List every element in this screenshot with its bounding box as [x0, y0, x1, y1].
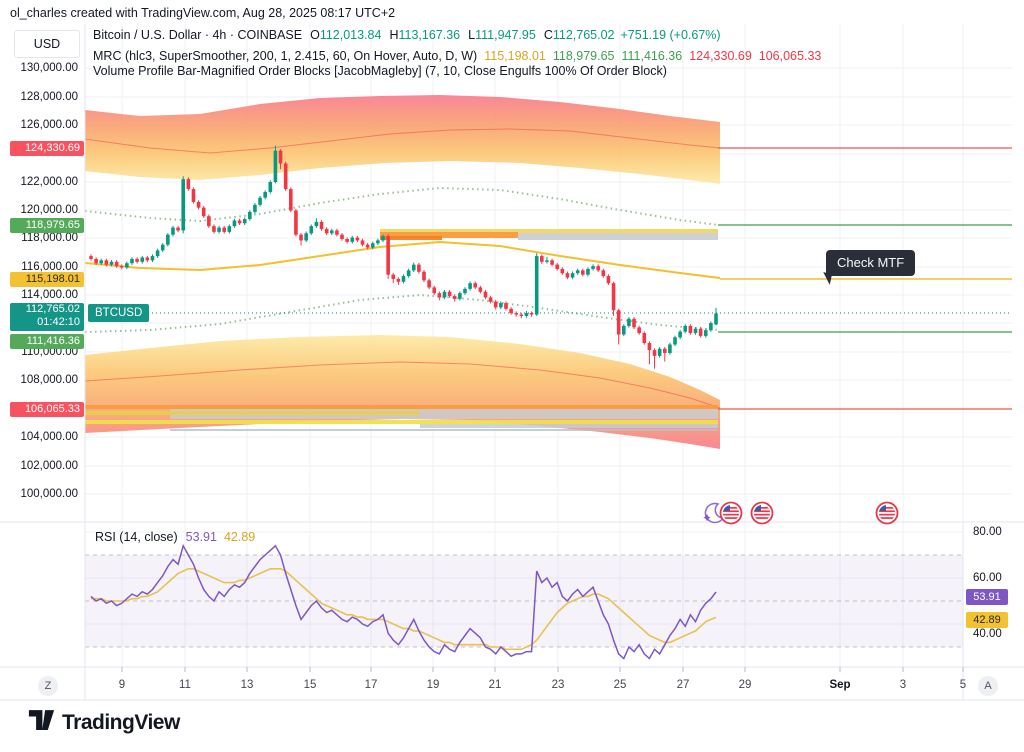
ohlc-high-value: 113,167.36: [398, 28, 461, 42]
mrc-value: 118,979.65: [552, 49, 615, 63]
check-mtf-tooltip: Check MTF: [826, 250, 916, 276]
time-tick-label: 29: [738, 679, 752, 691]
tradingview-logo-icon: [28, 708, 55, 738]
time-tick-label: 23: [551, 679, 565, 691]
ohlc-low-label: L: [468, 28, 476, 42]
time-tick-label: 15: [303, 679, 317, 691]
order-block: [420, 424, 718, 428]
candles: [89, 145, 718, 369]
ohlc-close-value: 112,765.02: [552, 28, 615, 42]
mrc-indicator-values: 115,198.01 118,979.65 111,416.36 124,330.69…: [477, 49, 821, 63]
time-tick-label: 5: [959, 679, 967, 691]
rsi-value-badge: 42.89: [966, 612, 1008, 628]
mrc-value: 115,198.01: [484, 49, 546, 63]
us-flag-event-icon[interactable]: [750, 501, 774, 525]
ohlc-low-value: 111,947.95: [475, 28, 536, 42]
ohlc-close-label: C: [543, 28, 553, 42]
order-block: [380, 229, 718, 233]
mrc-value: 111,416.36: [621, 49, 683, 63]
ohlc-open-label: O: [310, 28, 320, 42]
current-price-badge: 112,765.02 01:42:10: [10, 303, 84, 331]
timezone-button[interactable]: Z: [38, 676, 58, 696]
price-level-badge: 106,065.33: [10, 401, 84, 417]
rsi-ma-value: 42.89: [223, 530, 256, 544]
time-tick-label: 19: [426, 679, 440, 691]
volume-profile-indicator-title: Volume Profile Bar-Magnified Order Block…: [93, 64, 667, 78]
price-level-badge: 118,979.65: [10, 217, 84, 233]
moon-event-icon[interactable]: [702, 501, 726, 525]
price-tick-label: 114,000.00: [21, 289, 78, 301]
price-tick-label: 102,000.00: [20, 460, 78, 472]
order-block: [85, 411, 420, 415]
price-level-badge: 124,330.69: [10, 140, 84, 156]
order-block: [85, 420, 718, 424]
price-tick-label: 128,000.00: [20, 91, 78, 103]
symbol-description: Bitcoin / U.S. Dollar · 4h · COINBASE: [93, 28, 303, 42]
order-block: [170, 429, 718, 431]
order-block: [85, 405, 718, 409]
price-tick-label: 130,000.00: [20, 62, 78, 74]
credit-line: ol_charles created with TradingView.com,…: [10, 6, 396, 20]
ohlc-high-label: H: [389, 28, 399, 42]
mrc-value: 124,330.69: [689, 49, 752, 63]
time-tick-label: 21: [488, 679, 502, 691]
price-level-badge: 111,416.36: [10, 333, 84, 349]
legend-volume-profile-row[interactable]: Volume Profile Bar-Magnified Order Block…: [93, 64, 821, 79]
time-tick-label: 25: [613, 679, 627, 691]
price-tick-label: 116,000.00: [21, 261, 78, 273]
price-tick-label: 126,000.00: [20, 119, 78, 131]
time-tick-label: 3: [899, 679, 907, 691]
rsi-tick-label: 40.00: [973, 628, 1002, 640]
price-tick-label: 110,000.00: [21, 346, 78, 358]
price-tick-label: 108,000.00: [20, 374, 78, 386]
tradingview-logo[interactable]: TradingView: [28, 708, 180, 738]
tradingview-logo-text: TradingView: [62, 711, 180, 734]
time-tick-label: 9: [118, 679, 126, 691]
time-tick-label: 11: [179, 679, 191, 691]
legend-mrc-row[interactable]: MRC (hlc3, SuperSmoother, 200, 1, 2.415,…: [93, 49, 821, 64]
rsi-value-badge: 53.91: [966, 589, 1008, 605]
order-block: [170, 409, 718, 419]
us-flag-event-icon[interactable]: [875, 501, 899, 525]
order-block: [518, 233, 718, 240]
chart-legend: Bitcoin / U.S. Dollar · 4h · COINBASE O11…: [93, 28, 821, 85]
order-block: [380, 236, 442, 240]
symbol-price-label-badge: BTCUSD: [88, 304, 150, 322]
rsi-main-value: 53.91: [185, 530, 217, 544]
ohlc-open-value: 112,013.84: [319, 28, 382, 42]
rsi-indicator-title: RSI (14, close): [95, 530, 178, 544]
time-tick-label: Sep: [829, 679, 851, 691]
mrc-value: 106,065.33: [758, 49, 822, 63]
time-tick-label: 27: [676, 679, 690, 691]
rsi-legend[interactable]: RSI (14, close) 53.91 42.89: [95, 530, 255, 544]
price-tick-label: 120,000.00: [20, 204, 78, 216]
rsi-tick-label: 80.00: [973, 526, 1002, 538]
time-tick-label: 13: [240, 679, 254, 691]
mrc-indicator-title: MRC (hlc3, SuperSmoother, 200, 1, 2.415,…: [93, 49, 478, 63]
price-tick-label: 122,000.00: [20, 176, 78, 188]
time-tick-label: 17: [364, 679, 378, 691]
mrc-upper-band: [85, 95, 720, 184]
rsi-line: [90, 543, 717, 660]
auto-scale-button[interactable]: A: [978, 676, 998, 696]
price-level-badge: 115,198.01: [10, 271, 84, 287]
us-flag-event-icon[interactable]: [719, 501, 743, 525]
change-value: +751.19 (+0.67%): [620, 28, 721, 42]
legend-symbol-row[interactable]: Bitcoin / U.S. Dollar · 4h · COINBASE O11…: [93, 28, 821, 43]
price-axis-currency-button[interactable]: USD: [14, 30, 80, 58]
order-block: [380, 232, 518, 238]
price-tick-label: 104,000.00: [20, 431, 78, 443]
price-tick-label: 100,000.00: [20, 488, 78, 500]
rsi-tick-label: 60.00: [973, 572, 1002, 584]
price-tick-label: 118,000.00: [21, 232, 78, 244]
